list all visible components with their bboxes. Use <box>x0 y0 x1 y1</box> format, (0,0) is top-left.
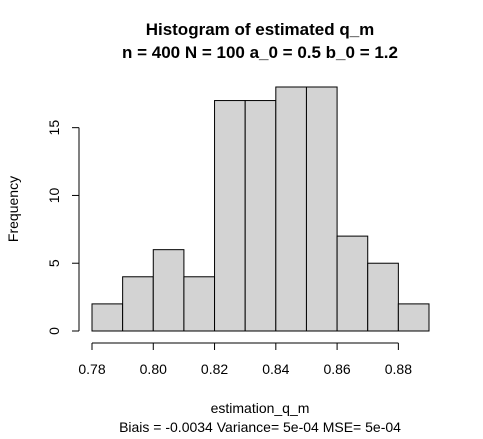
x-tick-label: 0.82 <box>201 361 228 377</box>
histogram-bar <box>336 235 369 332</box>
y-tick-label: 5 <box>46 259 62 267</box>
histogram-bar <box>305 86 338 332</box>
y-tick-label: 10 <box>46 187 62 203</box>
x-tick-label: 0.78 <box>78 361 105 377</box>
x-tick-label: 0.80 <box>140 361 167 377</box>
y-tick-label: 15 <box>46 120 62 136</box>
histogram-bar <box>122 276 154 332</box>
histogram-bar <box>275 86 307 332</box>
chart-subtitle: n = 400 N = 100 a_0 = 0.5 b_0 = 1.2 <box>122 43 398 62</box>
histogram-bar <box>183 276 216 332</box>
x-tick-label: 0.88 <box>385 361 412 377</box>
x-axis-label: estimation_q_m <box>211 400 310 416</box>
histogram-bar <box>397 303 430 332</box>
histogram-bar <box>152 249 185 332</box>
y-axis: 0 5 10 15 <box>46 120 80 335</box>
chart-title: Histogram of estimated q_m <box>146 20 375 39</box>
histogram-bar <box>367 262 399 332</box>
histogram-bar <box>91 303 124 332</box>
histogram-bars <box>91 86 430 332</box>
y-tick-label: 0 <box>46 327 62 335</box>
histogram-bar <box>244 100 277 332</box>
histogram-bar <box>214 100 246 332</box>
x-axis-sublabel: Biais = -0.0034 Variance= 5e-04 MSE= 5e-… <box>119 419 401 435</box>
x-tick-label: 0.84 <box>262 361 289 377</box>
y-axis-label: Frequency <box>5 176 21 242</box>
x-tick-label: 0.86 <box>323 361 350 377</box>
x-axis: 0.78 0.80 0.82 0.84 0.86 0.88 <box>78 342 412 377</box>
